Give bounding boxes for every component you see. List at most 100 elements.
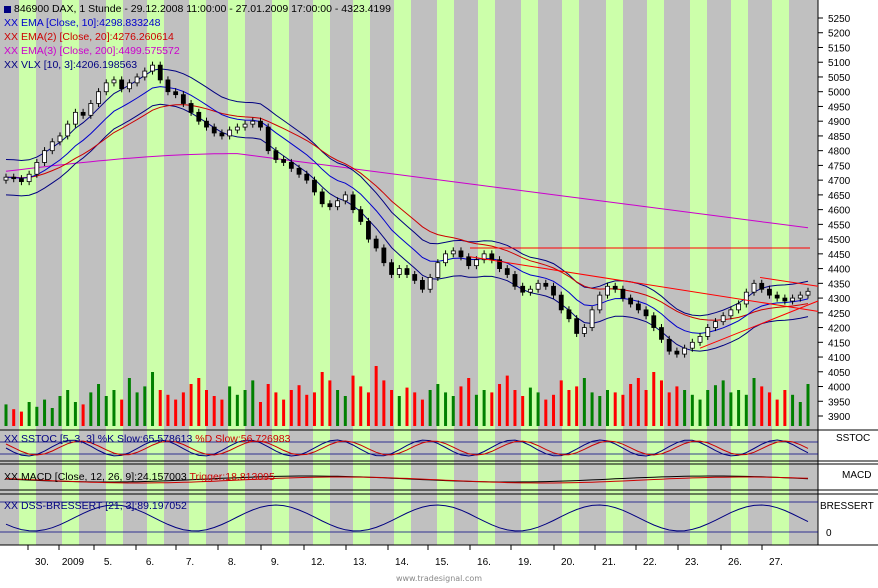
candle-body — [389, 262, 394, 275]
volume-bar — [89, 392, 93, 426]
candle — [142, 67, 148, 81]
volume-bar — [575, 386, 579, 426]
volume-bar — [413, 392, 417, 426]
y-tick-label: 4200 — [828, 324, 851, 335]
candle-body — [373, 238, 379, 249]
volume-bar — [120, 399, 124, 426]
candle — [273, 147, 279, 164]
ema200-legend: XX EMA(3) [Close, 200]:4499.575572 — [4, 45, 180, 57]
volume-bar — [158, 390, 162, 426]
candle-body — [643, 309, 649, 317]
candle — [296, 164, 302, 178]
candle — [543, 279, 549, 290]
x-tick-label: 16. — [477, 557, 491, 568]
candle — [713, 318, 718, 332]
candle — [458, 247, 464, 261]
candle-body — [273, 150, 279, 160]
volume-bar — [151, 372, 155, 426]
candle — [659, 324, 664, 343]
candle-body — [512, 274, 518, 287]
y-tick-label: 4000 — [828, 383, 851, 394]
candle-body — [180, 94, 186, 104]
candle-body — [635, 303, 641, 311]
candle — [342, 191, 348, 205]
candle-body — [11, 176, 17, 180]
volume-bar — [12, 409, 16, 426]
candle — [65, 120, 71, 140]
dss-tag: BRESSERT — [820, 501, 874, 512]
volume-bar — [336, 390, 340, 426]
volume-bar — [366, 392, 370, 426]
ema20-legend: XX EMA(2) [Close, 20]:4276.260614 — [4, 31, 174, 43]
x-tick-label: 12. — [311, 557, 325, 568]
candle — [19, 175, 24, 186]
volume-bar — [390, 390, 394, 426]
volume-bar — [528, 387, 532, 426]
volume-bar — [521, 396, 525, 426]
volume-bar — [806, 384, 810, 426]
candle-body — [204, 120, 209, 128]
candle — [666, 335, 672, 355]
x-tick-label: 6. — [146, 557, 154, 568]
candle — [481, 250, 487, 264]
candle — [520, 282, 526, 296]
candle-body — [551, 285, 556, 296]
candle-body — [327, 203, 333, 208]
day-band — [647, 0, 664, 545]
candle — [705, 324, 711, 340]
volume-bar — [644, 390, 648, 426]
y-tick-label: 4500 — [828, 235, 851, 246]
volume-bar — [143, 386, 147, 426]
candle-body — [767, 288, 772, 296]
volume-bar — [713, 385, 717, 426]
candle — [49, 138, 55, 155]
y-tick-label: 4450 — [828, 250, 851, 261]
volume-bar — [629, 384, 633, 426]
sstoc-tag: SSTOC — [836, 433, 871, 444]
candle — [427, 273, 433, 293]
volume-bar — [498, 384, 502, 426]
volume-bar — [127, 378, 131, 426]
candle-body — [227, 129, 233, 137]
candle — [674, 347, 680, 358]
candle — [196, 108, 202, 125]
volume-bar — [197, 378, 201, 426]
candle — [504, 265, 510, 279]
volume-bar — [235, 394, 239, 426]
volume-bar — [613, 392, 617, 426]
candle — [466, 253, 472, 270]
candle — [797, 291, 803, 302]
candle-body — [705, 327, 711, 337]
volume-bar — [212, 396, 216, 426]
candle-body — [659, 327, 664, 340]
day-band — [731, 0, 748, 545]
candle — [327, 200, 333, 211]
volume-bar — [598, 396, 602, 426]
candle-body — [797, 294, 803, 299]
candle — [227, 126, 233, 140]
candle-body — [3, 176, 9, 181]
candle — [211, 123, 217, 137]
volume-bar — [282, 399, 286, 426]
volume-bar — [659, 380, 663, 426]
volume-bar — [444, 392, 448, 426]
y-tick-label: 4300 — [828, 294, 851, 305]
candle-body — [73, 111, 78, 125]
candle-body — [304, 173, 310, 181]
xx-icon: XX — [4, 433, 19, 445]
x-tick-label: 13. — [353, 557, 367, 568]
volume-bar — [428, 390, 432, 426]
candle-body — [450, 250, 456, 255]
candle-body — [581, 327, 587, 334]
sstoc-legend: XX SSTOC [5, 3, 3] %K Slow:65.578613 %D … — [4, 433, 291, 445]
candle-body — [404, 268, 410, 275]
candle — [173, 88, 179, 99]
dss-legend: XX DSS-BRESSERT [21, 3]:89.197052 — [4, 500, 187, 512]
candle — [527, 285, 533, 296]
square-icon — [4, 5, 11, 13]
x-tick-label: 8. — [228, 557, 236, 568]
candle-body — [566, 309, 572, 320]
xx-icon: XX — [4, 45, 19, 57]
volume-bar — [343, 396, 347, 426]
volume-bar — [289, 390, 293, 426]
